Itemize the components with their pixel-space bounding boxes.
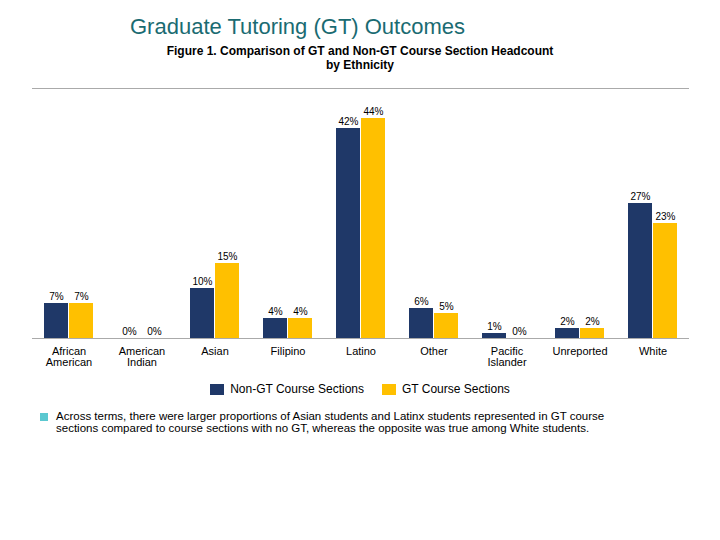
svg-text:Asian: Asian [201,345,229,357]
svg-text:15%: 15% [217,251,237,262]
svg-text:PacificIslander: PacificIslander [487,345,526,368]
html-text:Graduate Tutoring (GT) Outcome: Graduate Tutoring (GT) Outcomes [130,14,465,39]
svg-text:Filipino: Filipino [271,345,306,357]
html-text:Figure 1. Comparison of GT and: Figure 1. Comparison of GT and Non-GT Co… [166,44,554,72]
svg-text:5%: 5% [439,301,454,312]
svg-text:Latino: Latino [346,345,376,357]
svg-text:23%: 23% [655,211,675,222]
svg-text:Other: Other [420,345,448,357]
svg-text:0%: 0% [147,326,162,337]
svg-text:42%: 42% [338,116,358,127]
html-text:Non-GT Course Sections: Non-GT Course Sections [230,382,364,396]
svg-text:7%: 7% [74,291,89,302]
svg-text:4%: 4% [268,306,283,317]
svg-text:4%: 4% [293,306,308,317]
svg-text:2%: 2% [560,316,575,327]
svg-text:AmericanIndian: AmericanIndian [119,345,165,368]
svg-text:6%: 6% [414,296,429,307]
svg-text:1%: 1% [487,321,502,332]
svg-text:2%: 2% [585,316,600,327]
svg-text:7%: 7% [49,291,64,302]
svg-text:White: White [639,345,667,357]
html-text:Across terms, there were large: Across terms, there were larger proporti… [56,410,605,434]
svg-text:44%: 44% [363,106,383,117]
svg-text:0%: 0% [122,326,137,337]
svg-text:Unreported: Unreported [552,345,607,357]
svg-text:AfricanAmerican: AfricanAmerican [46,345,92,368]
svg-text:0%: 0% [512,326,527,337]
svg-text:10%: 10% [192,276,212,287]
html-text:GT Course Sections: GT Course Sections [402,382,510,396]
svg-text:27%: 27% [630,191,650,202]
